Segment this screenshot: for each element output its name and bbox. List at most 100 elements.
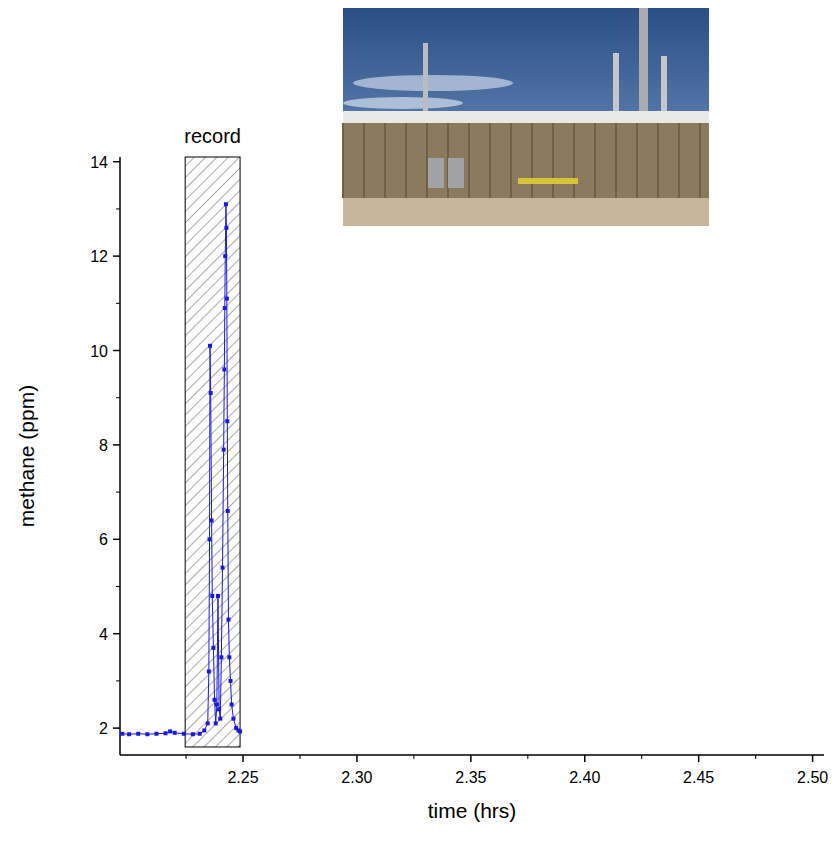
data-point [209, 391, 213, 395]
y-tick-label: 8 [99, 437, 108, 454]
photo-stack [613, 53, 619, 113]
x-tick [584, 755, 586, 762]
data-point [223, 254, 227, 258]
site-photo [343, 8, 709, 226]
x-minor-tick [755, 755, 756, 759]
y-axis-line [119, 157, 121, 755]
y-minor-tick [116, 208, 120, 209]
y-tick [113, 444, 120, 446]
y-tick [113, 350, 120, 352]
axes: 24681012142.252.302.352.402.452.50 [90, 154, 828, 786]
photo-fence [573, 123, 575, 198]
data-point [173, 731, 177, 735]
data-point [208, 344, 212, 348]
y-minor-tick [116, 586, 120, 587]
photo-fence [657, 123, 659, 198]
photo-fence [594, 123, 596, 198]
data-point [225, 419, 229, 423]
x-tick [698, 755, 700, 762]
x-tick-label: 2.35 [455, 769, 486, 786]
y-tick [113, 255, 120, 257]
data-point [168, 729, 172, 733]
y-minor-tick [116, 397, 120, 398]
photo-fence [636, 123, 638, 198]
photo-fence [678, 123, 680, 198]
data-point [230, 702, 234, 706]
plot-area [120, 202, 242, 736]
x-minor-tick [413, 755, 414, 759]
photo-fence [426, 123, 428, 198]
data-point [182, 732, 186, 736]
photo-fence [363, 123, 365, 198]
photo-cloud [353, 75, 513, 91]
chart: record24681012142.252.302.352.402.452.50… [0, 0, 838, 849]
data-point [231, 717, 235, 721]
annotation-label: record [184, 125, 241, 147]
data-point [222, 448, 226, 452]
photo-fence [342, 123, 344, 198]
data-point [211, 646, 215, 650]
y-tick-label: 10 [90, 343, 108, 360]
data-point [191, 732, 195, 736]
data-point [226, 618, 230, 622]
photo-building [343, 123, 709, 198]
x-minor-tick [299, 755, 300, 759]
data-point [224, 226, 228, 230]
data-point [210, 594, 214, 598]
y-tick-label: 6 [99, 531, 108, 548]
data-point [202, 728, 206, 732]
data-point [215, 702, 219, 706]
data-point [226, 509, 230, 513]
y-tick [113, 633, 120, 635]
y-tick [113, 539, 120, 541]
data-point [120, 732, 124, 736]
x-minor-tick [527, 755, 528, 759]
photo-stack [661, 56, 667, 116]
photo-cloud [343, 97, 463, 109]
data-point [127, 732, 131, 736]
x-tick [812, 755, 814, 762]
photo-sky [343, 8, 709, 226]
photo-pipe [518, 178, 578, 184]
x-axis-line [120, 754, 824, 756]
y-tick [113, 727, 120, 729]
y-minor-tick [116, 492, 120, 493]
y-tick-label: 12 [90, 248, 108, 265]
photo-fence [405, 123, 407, 198]
data-point [214, 721, 218, 725]
data-point [145, 732, 149, 736]
record-box [185, 157, 240, 747]
data-point [164, 731, 168, 735]
data-point [210, 518, 214, 522]
x-tick-label: 2.30 [341, 769, 372, 786]
y-minor-tick [116, 303, 120, 304]
y-axis-title: methane (ppm) [15, 385, 38, 527]
data-point [206, 721, 210, 725]
photo-fence [510, 123, 512, 198]
data-point [207, 669, 211, 673]
y-minor-tick [116, 680, 120, 681]
photo-box [448, 158, 464, 188]
data-point [218, 717, 222, 721]
photo-roof [343, 111, 709, 123]
x-minor-tick [186, 755, 187, 759]
data-point [219, 655, 223, 659]
data-point [217, 707, 221, 711]
data-point [225, 297, 229, 301]
data-point [238, 729, 242, 733]
y-tick-label: 2 [99, 720, 108, 737]
data-point [136, 732, 140, 736]
data-point [221, 566, 225, 570]
x-tick [356, 755, 358, 762]
photo-stack [423, 43, 428, 113]
x-tick-label: 2.25 [227, 769, 258, 786]
data-point [213, 698, 217, 702]
data-point [224, 202, 228, 206]
y-tick [113, 161, 120, 163]
photo-fence [489, 123, 491, 198]
x-tick-label: 2.45 [683, 769, 714, 786]
photo-box [428, 158, 444, 188]
data-point [222, 367, 226, 371]
y-tick-label: 14 [90, 154, 108, 171]
photo-fence [531, 123, 533, 198]
